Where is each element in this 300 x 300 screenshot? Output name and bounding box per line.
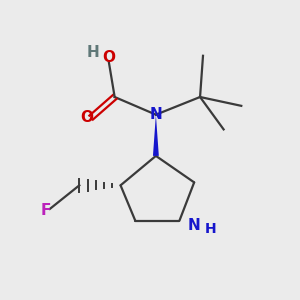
Text: H: H [205,222,216,236]
Text: H: H [86,45,99,60]
Text: N: N [150,106,163,122]
Text: F: F [40,203,51,218]
Text: O: O [80,110,93,125]
Text: N: N [188,218,200,232]
Polygon shape [153,115,159,156]
Text: O: O [102,50,115,65]
